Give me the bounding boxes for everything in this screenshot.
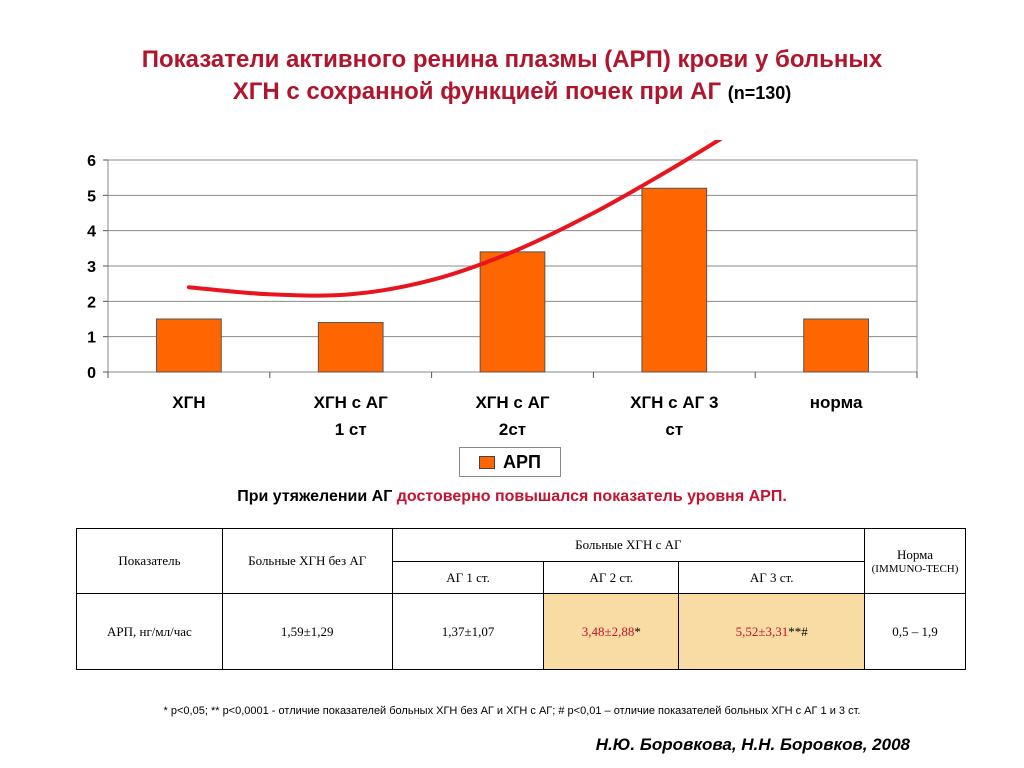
y-tick-label: 2 [87, 294, 96, 311]
cell-ag2: 3,48±2,88* [543, 593, 680, 670]
cell-ag2-mark: * [634, 623, 641, 639]
conclusion-black: При утяжелении АГ [237, 488, 397, 505]
table-header-row: Показатель Больные ХГН без АГ Больные ХГ… [76, 527, 966, 595]
data-table: Показатель Больные ХГН без АГ Больные ХГ… [76, 527, 966, 670]
x-tick-label: ХГН с АГ [475, 393, 549, 412]
cell-ag1: 1,37±1,07 [391, 593, 545, 670]
cell-ag2-value: 3,48±2,88 [581, 623, 635, 639]
conclusion-red: достоверно повышался показатель уровня А… [396, 488, 787, 505]
cell-no-ag: 1,59±1,29 [221, 593, 393, 670]
bar [803, 318, 869, 373]
bar [479, 251, 546, 373]
x-tick-label: ст [665, 420, 683, 439]
x-tick-label: ХГН с АГ 3 [630, 393, 718, 412]
y-tick-label: 0 [87, 365, 96, 382]
sample-size: (n=130) [727, 83, 792, 103]
slide-title: Показатели активного ренина плазмы (АРП)… [40, 44, 984, 109]
title-line-2-text: ХГН с сохранной функцией почек при АГ [232, 78, 728, 105]
bar [641, 187, 708, 373]
title-line-1: Показатели активного ренина плазмы (АРП)… [141, 46, 883, 73]
author-citation: Н.Ю. Боровкова, Н.Н. Боровков, 2008 [595, 735, 910, 754]
x-tick-label: 2ст [499, 420, 526, 439]
y-tick-label: 5 [87, 188, 96, 205]
cell-norm: 0,5 – 1,9 [864, 593, 966, 670]
x-tick-label: ХГН с АГ [314, 393, 388, 412]
table-row: АРП, нг/мл/час 1,59±1,29 1,37±1,07 3,48±… [76, 593, 966, 670]
header-ag3: АГ 3 ст. [678, 560, 866, 595]
bar [156, 318, 222, 373]
row-label: АРП, нг/мл/час [76, 593, 223, 670]
bar-chart: 0 1 2 3 4 5 6 ХГН ХГН с АГ 1 ст ХГН с АГ 2ст ХГН с А… [87, 140, 918, 439]
x-tick-label: ХГН [172, 393, 205, 412]
cell-ag3: 5,52±3,31**# [678, 593, 866, 670]
footnote: * p<0,05; ** p<0,0001 - отличие показате… [163, 705, 861, 717]
x-tick-label: норма [810, 393, 863, 412]
header-ag1: АГ 1 ст. [391, 560, 545, 595]
header-norm-label: Норма [896, 547, 934, 563]
header-norm: Норма (IMMUNO-TECH) [864, 527, 966, 595]
header-no-ag: Больные ХГН без АГ [221, 527, 393, 595]
chart-legend: АРП [459, 447, 561, 477]
legend-label: АРП [503, 451, 541, 472]
header-norm-sub: (IMMUNO-TECH) [871, 563, 959, 576]
trend-line [186, 140, 723, 298]
y-tick-label: 4 [87, 224, 96, 241]
y-tick-label: 1 [87, 330, 96, 347]
cell-ag3-value: 5,52±3,31 [735, 623, 789, 639]
table-subheader-row: АГ 1 ст. АГ 2 ст. АГ 3 ст. [77, 560, 966, 595]
header-indicator: Показатель [76, 527, 223, 595]
header-ag2: АГ 2 ст. [543, 560, 680, 595]
title-line-2: ХГН с сохранной функцией почек при АГ (n… [40, 76, 984, 109]
legend-swatch [479, 455, 496, 469]
x-tick-label: 1 ст [335, 420, 367, 439]
y-tick-label: 6 [87, 153, 96, 170]
header-with-ag: Больные ХГН с АГ [391, 528, 866, 562]
bar [317, 322, 384, 373]
y-tick-label: 3 [87, 259, 96, 276]
conclusion-text: При утяжелении АГ достоверно повышался п… [40, 488, 984, 506]
cell-ag3-mark: **# [788, 623, 808, 639]
